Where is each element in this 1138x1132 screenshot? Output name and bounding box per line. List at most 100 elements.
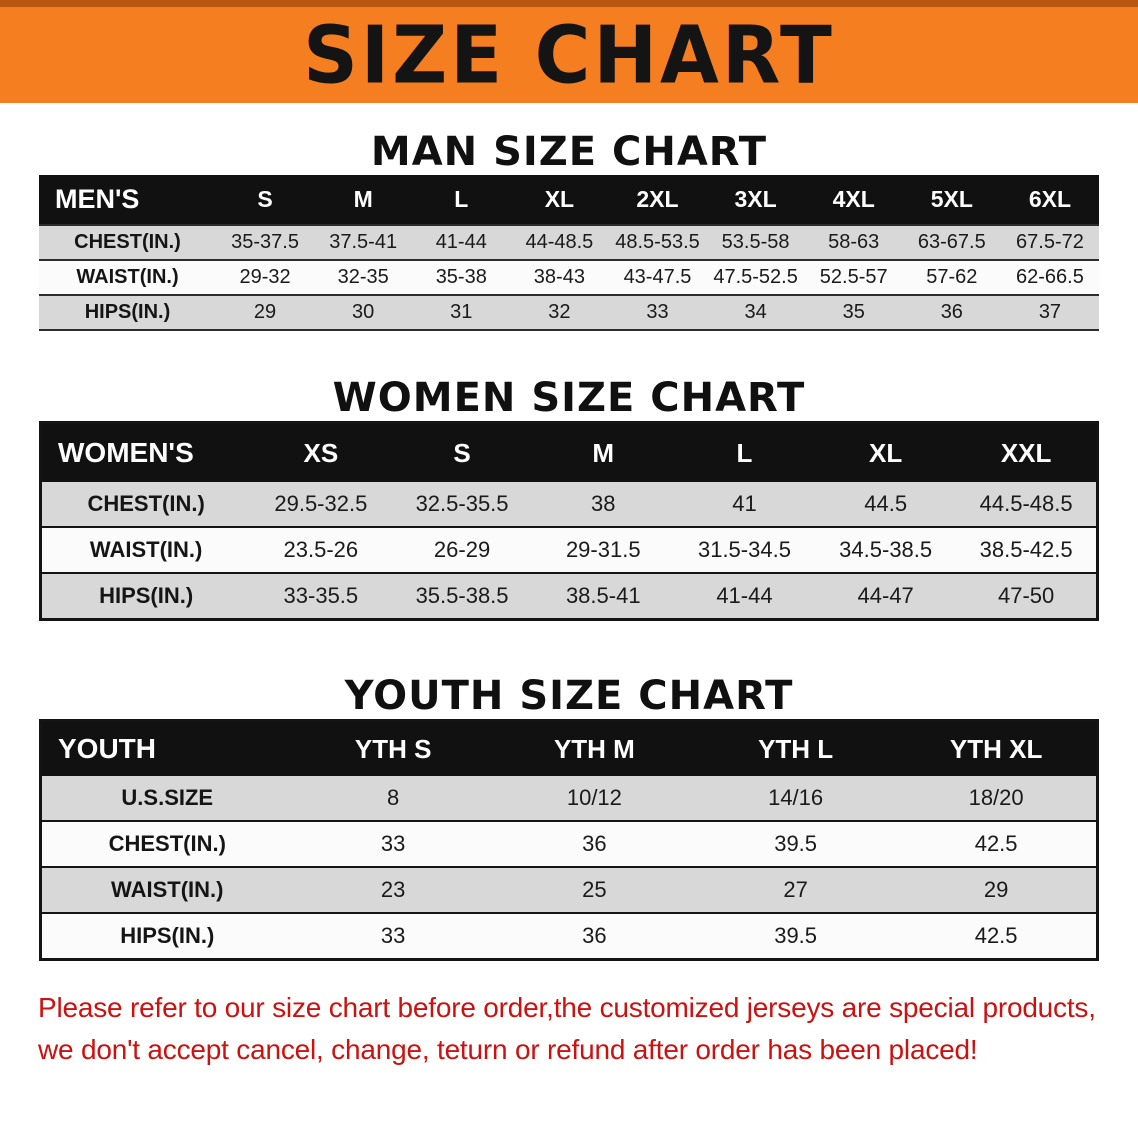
size-value-cell: 37.5-41 — [329, 231, 398, 253]
youth-size-table: YOUTH YTH S YTH M YTH L YTH XL U.S.SIZE 8 10/12… — [39, 719, 1099, 961]
size-column-header: M — [532, 422, 674, 482]
size-value-cell: 33-35.5 — [283, 583, 359, 608]
row-label-cell: CHEST(IN.) — [74, 231, 181, 253]
size-value-cell: 26-29 — [433, 537, 491, 562]
size-value-cell: 35-37.5 — [231, 231, 299, 253]
size-column-header: 2XL — [608, 175, 707, 225]
table-header-row: MEN'S S M L XL 2XL 3XL 4XL 5XL 6XL — [39, 175, 1099, 225]
size-column-header: XL — [510, 175, 609, 225]
size-value-cell: 47.5-52.5 — [713, 266, 798, 288]
size-value-cell: 10/12 — [566, 785, 622, 810]
size-value-cell: 29-31.5 — [565, 537, 641, 562]
size-value-cell: 47-50 — [997, 583, 1055, 608]
table-header-row: YOUTH YTH S YTH M YTH L YTH XL — [40, 720, 1098, 776]
size-value-cell: 33 — [380, 923, 406, 948]
size-column-header: 3XL — [706, 175, 805, 225]
size-value-cell: 31.5-34.5 — [697, 537, 791, 562]
size-value-cell: 38.5-42.5 — [979, 537, 1073, 562]
size-column-header: 4XL — [804, 175, 903, 225]
size-value-cell: 43-47.5 — [623, 266, 692, 288]
size-value-cell: 52.5-57 — [819, 266, 888, 288]
table-row: CHEST(IN.) 33 36 39.5 42.5 — [40, 821, 1098, 867]
table-corner-label: MEN'S — [39, 175, 216, 225]
men-size-table: MEN'S S M L XL 2XL 3XL 4XL 5XL 6XL CHEST(IN.) 35-37… — [39, 175, 1099, 331]
size-value-cell: 44-47 — [857, 583, 914, 608]
size-column-header: S — [216, 175, 315, 225]
size-value-cell: 29.5-32.5 — [274, 491, 368, 516]
size-value-cell: 33 — [646, 301, 669, 323]
size-value-cell: 34.5-38.5 — [839, 537, 933, 562]
table-corner-label: YOUTH — [40, 720, 293, 776]
size-value-cell: 32-35 — [337, 266, 389, 288]
size-value-cell: 32 — [548, 301, 571, 323]
size-column-header: XL — [815, 422, 957, 482]
row-label-cell: CHEST(IN.) — [108, 831, 226, 856]
size-value-cell: 38-43 — [533, 266, 585, 288]
size-column-header: S — [391, 422, 533, 482]
size-value-cell: 36 — [582, 923, 607, 948]
size-column-header: L — [673, 422, 816, 482]
youth-size-chart-title: YOUTH SIZE CHART — [344, 673, 794, 719]
man-size-chart-title: MAN SIZE CHART — [370, 129, 768, 175]
size-value-cell: 38.5-41 — [565, 583, 641, 608]
size-value-cell: 44.5-48.5 — [979, 491, 1073, 516]
size-column-header: XXL — [956, 422, 1098, 482]
size-value-cell: 58-63 — [828, 231, 880, 253]
size-value-cell: 35 — [842, 301, 865, 323]
size-value-cell: 23 — [380, 877, 406, 902]
size-value-cell: 18/20 — [968, 785, 1024, 810]
size-value-cell: 44.5 — [864, 491, 908, 516]
size-value-cell: 29-32 — [239, 266, 291, 288]
size-value-cell: 48.5-53.5 — [615, 231, 700, 253]
size-column-header: M — [314, 175, 413, 225]
order-policy-line-1: Please refer to our size chart before or… — [38, 992, 1096, 1023]
size-value-cell: 41 — [732, 491, 757, 516]
table-corner-label: WOMEN'S — [40, 422, 251, 482]
women-size-chart-title: WOMEN SIZE CHART — [332, 375, 806, 421]
table-row: HIPS(IN.) 29 30 31 32 33 34 35 36 37 — [39, 295, 1099, 330]
size-value-cell: 35.5-38.5 — [415, 583, 509, 608]
row-label-cell: WAIST(IN.) — [76, 266, 179, 288]
table-row: CHEST(IN.) 35-37.5 37.5-41 41-44 44-48.5 48.5… — [39, 225, 1099, 260]
size-value-cell: 36 — [582, 831, 607, 856]
row-label-cell: WAIST(IN.) — [89, 537, 203, 562]
size-value-cell: 39.5 — [774, 923, 818, 948]
table-row: U.S.SIZE 8 10/12 14/16 18/20 — [40, 776, 1098, 821]
size-value-cell: 32.5-35.5 — [415, 491, 509, 516]
table-row: WAIST(IN.) 23 25 27 29 — [40, 867, 1098, 913]
row-label-cell: U.S.SIZE — [121, 785, 214, 810]
size-value-cell: 8 — [387, 785, 400, 810]
size-value-cell: 34 — [744, 301, 767, 323]
row-label-cell: HIPS(IN.) — [120, 923, 215, 948]
size-value-cell: 23.5-26 — [283, 537, 359, 562]
size-value-cell: 44-48.5 — [525, 231, 594, 253]
banner-title: SIZE CHART — [303, 7, 835, 102]
size-value-cell: 25 — [582, 877, 607, 902]
table-row: WAIST(IN.) 23.5-26 26-29 29-31.5 31.5-34.5 34… — [40, 527, 1098, 573]
table-row: WAIST(IN.) 29-32 32-35 35-38 38-43 43-47.5 47.… — [39, 260, 1099, 295]
size-value-cell: 42.5 — [974, 923, 1018, 948]
size-chart-banner: SIZE CHART — [0, 0, 1138, 103]
table-row: HIPS(IN.) 33 36 39.5 42.5 — [40, 913, 1098, 960]
size-value-cell: 37 — [1038, 301, 1062, 323]
size-value-cell: 14/16 — [768, 785, 824, 810]
size-column-header: XS — [250, 422, 392, 482]
table-header-row: WOMEN'S XS S M L XL XXL — [40, 422, 1098, 482]
size-column-header: 6XL — [1000, 175, 1099, 225]
size-value-cell: 35-38 — [435, 266, 487, 288]
size-value-cell: 63-67.5 — [917, 231, 986, 253]
size-value-cell: 33 — [380, 831, 406, 856]
size-value-cell: 67.5-72 — [1016, 231, 1084, 253]
size-value-cell: 30 — [352, 301, 375, 323]
row-label-cell: HIPS(IN.) — [99, 583, 194, 608]
order-policy-notice: Please refer to our size chart before or… — [38, 987, 1100, 1071]
size-value-cell: 29 — [253, 301, 277, 323]
size-column-header: L — [412, 175, 511, 225]
size-column-header: YTH L — [695, 720, 897, 776]
row-label-cell: WAIST(IN.) — [111, 877, 224, 902]
size-value-cell: 42.5 — [974, 831, 1018, 856]
row-label-cell: HIPS(IN.) — [84, 301, 171, 323]
size-column-header: YTH XL — [896, 720, 1098, 776]
size-value-cell: 38 — [591, 491, 616, 516]
size-value-cell: 29 — [983, 877, 1009, 902]
